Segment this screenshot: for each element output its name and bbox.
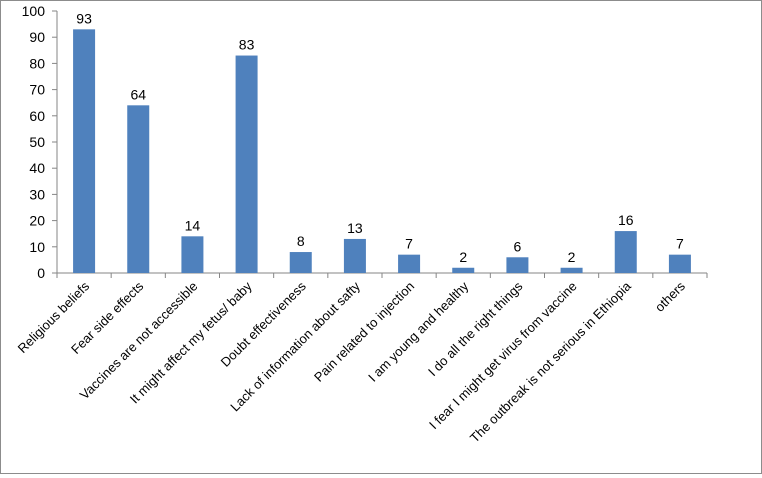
data-label: 64 (130, 86, 146, 102)
bar (398, 254, 421, 273)
category-label: others (652, 278, 689, 315)
category-label: Pain related to injection (311, 279, 417, 385)
y-tick-label: 40 (29, 160, 45, 176)
y-tick-label: 100 (22, 3, 46, 19)
bar (73, 29, 96, 274)
data-label: 16 (618, 212, 634, 228)
bar (452, 267, 475, 273)
x-axis (56, 272, 708, 278)
bars (73, 29, 691, 274)
y-axis: 0 10 20 30 40 50 60 70 80 90 100 (22, 3, 58, 281)
y-tick-label: 10 (29, 239, 45, 255)
y-tick-label: 60 (29, 108, 45, 124)
y-tick-label: 70 (29, 82, 45, 98)
data-label: 7 (676, 236, 684, 252)
bar (181, 236, 204, 273)
data-label: 2 (459, 249, 467, 265)
y-tick-label: 90 (29, 29, 45, 45)
data-label: 14 (185, 217, 201, 233)
bar (289, 252, 312, 273)
data-label: 83 (239, 37, 255, 53)
data-label: 7 (405, 236, 413, 252)
bar (560, 267, 583, 273)
data-label: 6 (514, 238, 522, 254)
data-label: 13 (347, 220, 363, 236)
y-tick-label: 50 (29, 134, 45, 150)
data-labels: 93 64 14 83 8 13 7 2 6 2 16 7 (76, 10, 684, 264)
data-label: 2 (568, 249, 576, 265)
y-tick-label: 20 (29, 213, 45, 229)
y-tick-label: 30 (29, 186, 45, 202)
bar (343, 238, 366, 273)
bar (127, 105, 150, 273)
bar (668, 254, 691, 273)
bar (614, 231, 637, 273)
y-tick-label: 80 (29, 55, 45, 71)
data-label: 93 (76, 10, 92, 26)
data-label: 8 (297, 233, 305, 249)
category-label: I am young and healthy (365, 278, 472, 385)
bar (506, 257, 529, 273)
y-tick-label: 0 (37, 265, 45, 281)
category-label: I do all the right things (425, 278, 526, 379)
bar (235, 55, 258, 273)
